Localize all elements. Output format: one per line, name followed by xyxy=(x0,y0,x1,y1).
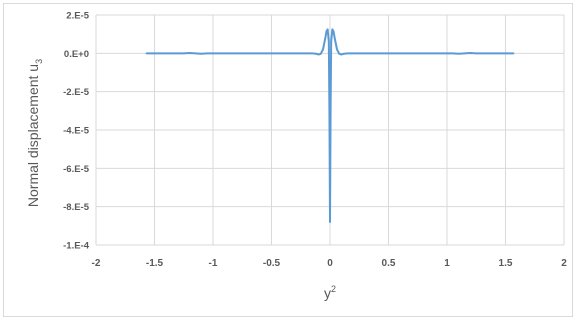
data-point xyxy=(327,28,329,30)
data-point xyxy=(376,52,378,54)
data-point xyxy=(317,53,319,56)
x-tick-label: -0.5 xyxy=(263,258,281,269)
x-tick-labels: -2 -1.5 -1 -0.5 0 0.5 1 1.5 2 xyxy=(92,258,568,269)
y-tick-label: 0.E+0 xyxy=(64,49,89,60)
data-point xyxy=(329,221,331,223)
y-tick-label: -1.E-4 xyxy=(63,241,90,252)
data-point xyxy=(513,52,515,54)
data-point xyxy=(493,52,495,54)
data-point xyxy=(343,53,345,55)
data-point xyxy=(306,52,308,54)
data-point xyxy=(311,52,314,54)
data-point xyxy=(338,53,340,55)
data-point xyxy=(341,53,343,56)
data-point xyxy=(423,52,425,54)
data-point xyxy=(235,52,237,54)
x-axis-title-superscript: 2 xyxy=(331,284,336,294)
data-point xyxy=(315,53,317,55)
data-point xyxy=(212,52,214,54)
x-tick-label: 1 xyxy=(444,258,450,269)
y-axis-title-text: Normal displacement u xyxy=(25,64,41,207)
data-point xyxy=(336,48,338,51)
data-point xyxy=(458,53,460,55)
data-point xyxy=(469,52,471,54)
y-tick-labels: 2.E-5 0.E+0 -2.E-5 -4.E-5 -6.E-5 -8.E-5 -1.E-4 xyxy=(63,11,90,252)
data-point xyxy=(200,53,202,55)
y-tick-label: -6.E-5 xyxy=(63,164,90,175)
x-axis-title: y2 xyxy=(324,284,336,301)
data-point xyxy=(325,30,328,32)
x-tick-label: 2 xyxy=(561,258,567,269)
y-tick-label: 2.E-5 xyxy=(66,11,89,22)
x-tick-label: 0.5 xyxy=(382,258,396,269)
data-point xyxy=(330,41,332,43)
data-point xyxy=(446,52,448,54)
data-point xyxy=(399,52,401,54)
data-point xyxy=(475,52,477,54)
data-point xyxy=(189,52,191,54)
data-point xyxy=(194,52,197,54)
data-point xyxy=(352,52,354,54)
data-point xyxy=(322,48,324,51)
data-point xyxy=(145,52,147,54)
data-point xyxy=(183,52,185,54)
data-point xyxy=(324,37,326,39)
data-point xyxy=(452,52,454,54)
data-point xyxy=(282,52,284,54)
y-tick-label: -8.E-5 xyxy=(63,202,90,213)
data-point xyxy=(165,52,167,54)
x-tick-label: -1 xyxy=(209,258,218,269)
y-axis-title-subscript: 3 xyxy=(34,59,44,64)
series-layer xyxy=(145,28,515,223)
x-tick-label: 0 xyxy=(327,258,333,269)
x-tick-label: -2 xyxy=(92,258,101,269)
x-tick-label: 1.5 xyxy=(499,258,513,269)
data-point xyxy=(332,30,335,32)
data-point xyxy=(329,110,332,112)
chart-frame xyxy=(3,3,573,317)
data-point xyxy=(334,37,336,39)
x-tick-label: -1.5 xyxy=(146,258,164,269)
data-point xyxy=(463,52,466,54)
data-point xyxy=(259,52,261,54)
data-point xyxy=(331,28,333,30)
data-point xyxy=(206,52,208,54)
data-point xyxy=(346,52,349,54)
data-point xyxy=(328,41,330,43)
x-axis-title-text: y xyxy=(324,285,331,301)
data-point xyxy=(328,110,331,112)
data-point xyxy=(320,53,322,55)
y-tick-label: -2.E-5 xyxy=(63,87,90,98)
y-axis-title: Normal displacement u3 xyxy=(25,59,44,207)
y-tick-label: -4.E-5 xyxy=(63,126,90,137)
